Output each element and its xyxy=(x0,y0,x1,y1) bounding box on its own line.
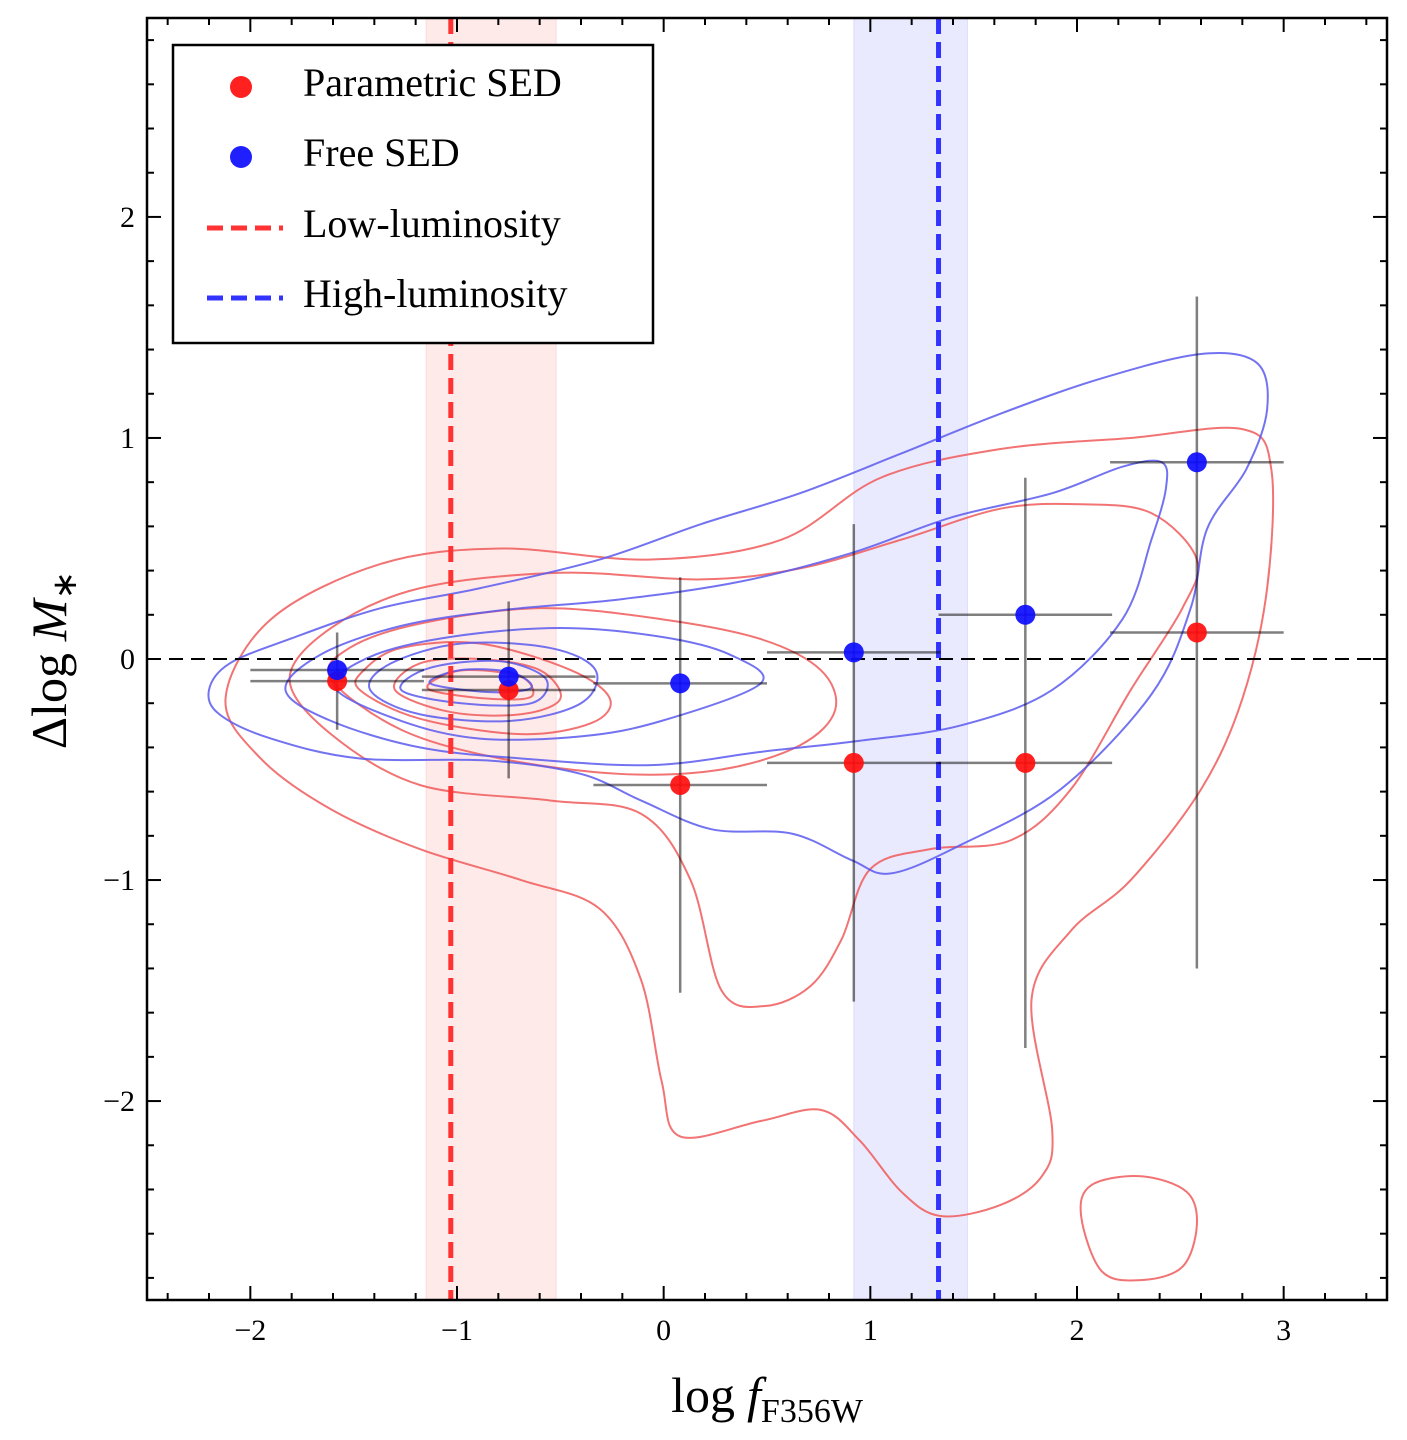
legend-box xyxy=(171,43,655,345)
density-contour xyxy=(224,426,1275,1218)
density-contour xyxy=(284,459,1169,767)
legend-label: Low-luminosity xyxy=(303,201,561,246)
x-tick-label: 0 xyxy=(656,1314,671,1347)
data-point xyxy=(498,666,519,687)
x-tick-label: 1 xyxy=(863,1314,878,1347)
legend: Parametric SED Free SED Low-luminosity H… xyxy=(171,43,655,345)
data-point xyxy=(1015,604,1036,625)
y-axis-label: ΔlogM∗ xyxy=(21,571,84,749)
legend-label: Free SED xyxy=(303,130,460,175)
legend-marker xyxy=(230,146,252,168)
y-tick-label: −1 xyxy=(103,864,135,897)
x-tick-label: 3 xyxy=(1276,1314,1291,1347)
density-contour xyxy=(333,627,765,741)
plot-frame xyxy=(145,16,1389,1302)
legend-label: Parametric SED xyxy=(303,60,562,105)
y-tick-label: −2 xyxy=(103,1085,135,1118)
density-contour xyxy=(393,657,562,717)
contours xyxy=(207,351,1275,1282)
data-point xyxy=(670,673,691,694)
data-point xyxy=(670,774,691,795)
density-contour xyxy=(207,351,1269,875)
x-tick-label: −2 xyxy=(234,1314,266,1347)
legend-marker xyxy=(230,76,252,98)
density-contour xyxy=(1079,1175,1199,1282)
x-tick-label: −1 xyxy=(441,1314,473,1347)
density-contour xyxy=(368,641,599,723)
legend-label: High-luminosity xyxy=(303,271,567,316)
density-contour xyxy=(428,668,533,694)
data-point xyxy=(843,642,864,663)
data-point xyxy=(327,660,348,681)
x-tick-label: 2 xyxy=(1070,1314,1085,1347)
density-contour xyxy=(399,659,549,707)
data-point xyxy=(843,752,864,773)
data-point xyxy=(1186,622,1207,643)
y-tick-label: 0 xyxy=(120,643,135,676)
reference-lines xyxy=(147,18,1387,1300)
points xyxy=(327,452,1207,795)
y-tick-label: 2 xyxy=(120,201,135,234)
y-tick-label: 1 xyxy=(120,422,135,455)
density-contour xyxy=(354,641,612,736)
data-point xyxy=(1015,752,1036,773)
density-contour xyxy=(288,502,1200,1008)
x-axis-label: log fF356W xyxy=(671,1367,864,1430)
data-point xyxy=(1186,452,1207,473)
